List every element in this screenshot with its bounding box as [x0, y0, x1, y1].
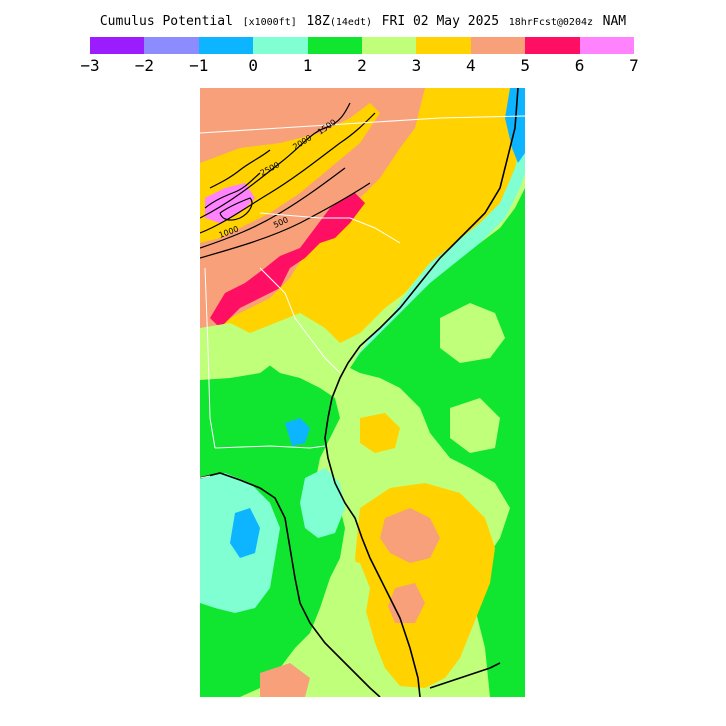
- coastline-atlantic: [324, 88, 519, 697]
- border-ga-al: [204, 267, 216, 449]
- valid-time: 18Z: [306, 14, 330, 29]
- colorbar-tick-label: 1: [302, 56, 313, 75]
- colorbar-legend: [90, 37, 635, 54]
- colorbar-swatch: [307, 37, 363, 54]
- colorbar-swatch: [470, 37, 526, 54]
- contour-line: [200, 182, 371, 259]
- units-label: [x1000ft]: [242, 17, 297, 28]
- colorbar-tick-label: 6: [574, 56, 585, 75]
- region-cp-4-florida: [380, 508, 440, 563]
- border-sc-ga: [259, 267, 341, 374]
- contour-line: [204, 172, 261, 209]
- contour-line: [209, 149, 271, 189]
- contour-line: [200, 112, 376, 234]
- field-title: Cumulus Potential: [99, 14, 233, 29]
- colorbar-swatch: [525, 37, 580, 54]
- region-cp-6-hills: [205, 183, 255, 223]
- cumulus-potential-map: 2500 2000 1500 1000 500: [200, 88, 525, 697]
- colorbar-tick-label: −2: [134, 56, 155, 75]
- colorbar-swatch: [579, 37, 635, 54]
- colorbar-tick-label: 5: [520, 56, 531, 75]
- colorbar-swatch: [198, 37, 254, 54]
- chart-title: Cumulus Potential [x1000ft] 18Z(14edt) F…: [0, 10, 726, 29]
- border-ga-fl: [214, 445, 326, 449]
- colorbar-swatch: [144, 37, 199, 54]
- valid-time-local: (14edt): [329, 17, 373, 28]
- contour-line: [200, 167, 346, 249]
- elevation-contours: [200, 102, 376, 259]
- region-cp-5-band: [210, 193, 365, 328]
- model-name: NAM: [602, 14, 627, 29]
- coastline: [200, 88, 519, 697]
- colorbar-tick-label: 0: [248, 56, 259, 75]
- border-al-fl: [200, 475, 211, 479]
- colorbar-tick-label: 7: [629, 56, 639, 75]
- colorbar-tick-label: 3: [411, 56, 422, 75]
- region-cp-0-coast: [355, 128, 525, 363]
- forecast-info: 18hrFcst@0204z: [508, 17, 594, 28]
- region-cp-4-south-tip: [260, 663, 310, 697]
- region-cp-2-atlantic-blob: [440, 303, 505, 363]
- region-cp-2-atlantic-blob2: [450, 398, 500, 453]
- border-nc-sc: [259, 212, 401, 244]
- contour-line: [219, 197, 253, 221]
- map-panel: 2500 2000 1500 1000 500: [200, 88, 525, 697]
- region-cp-2-georgia-interior: [200, 323, 280, 380]
- colorbar-swatch: [416, 37, 471, 54]
- contour-line: [200, 102, 351, 219]
- colorbar-swatch: [90, 37, 145, 54]
- region-cp-3-ga-coast: [360, 413, 400, 453]
- colorbar-tick-label: 2: [357, 56, 367, 75]
- coastline-gulf: [200, 472, 381, 697]
- colorbar-tick-label: −3: [80, 56, 100, 75]
- colorbar-tick-label: −1: [189, 56, 209, 75]
- coastline-keys: [429, 662, 501, 689]
- region-cp-neg1-bay: [285, 418, 310, 446]
- colorbar-swatch: [362, 37, 417, 54]
- colorbar-swatch: [253, 37, 308, 54]
- region-cp-0-gulf-coast: [300, 468, 345, 538]
- region-cp-2-florida-west: [338, 558, 370, 633]
- colorbar-tick-label: 4: [465, 56, 476, 75]
- state-borders: [200, 115, 525, 479]
- colorbar-tick-labels: −3 −2 −1 0 1 2 3 4 5 6 7: [0, 56, 726, 78]
- valid-date: FRI 02 May 2025: [381, 14, 500, 29]
- border-nc-va: [200, 115, 525, 134]
- region-cp-neg1-gulf: [230, 508, 260, 558]
